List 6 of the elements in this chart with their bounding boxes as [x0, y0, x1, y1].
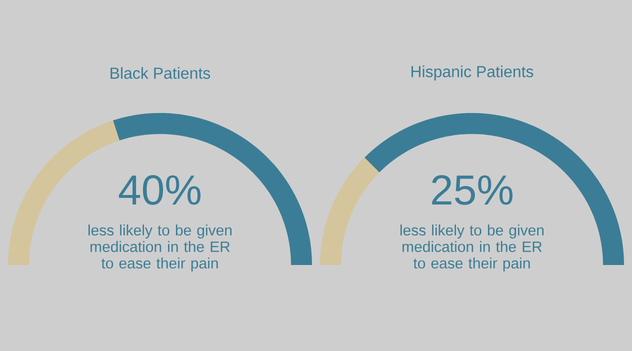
text: less likely to be given medication in the ER to ease their pain	[400, 224, 544, 272]
chart-title: Hispanic Patients	[412, 66, 534, 80]
text: 40%	[118, 175, 201, 205]
text: 25%	[432, 175, 513, 205]
chart-title: Black Patients	[110, 67, 210, 79]
text: less likely to be given medication in the ER to ease their pain	[88, 224, 232, 272]
